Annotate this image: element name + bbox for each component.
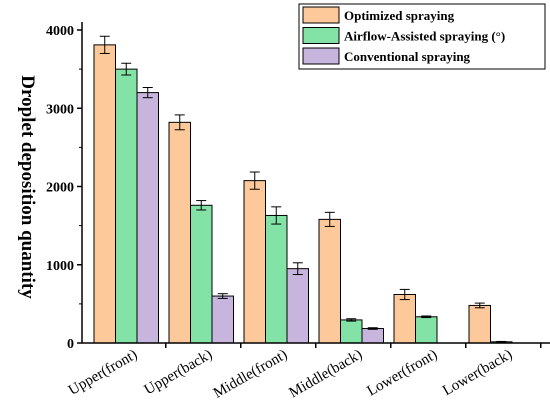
y-ticks: 0 1000 2000 3000 4000: [46, 24, 82, 352]
error-bars-layer: [99, 35, 507, 343]
y-tick-label: 3000: [46, 102, 74, 117]
error-bar: [121, 62, 132, 76]
error-bar: [142, 87, 153, 99]
error-bar: [399, 288, 410, 301]
error-bar: [474, 302, 485, 309]
legend-label: Optimized spraying: [344, 8, 455, 23]
bar: [468, 304, 491, 344]
bar: [243, 180, 266, 344]
legend-box: [298, 3, 546, 70]
bar: [318, 218, 341, 344]
bar: [136, 92, 159, 344]
legend-swatch: [302, 6, 340, 24]
y-tick-label: 2000: [46, 181, 74, 196]
error-bar: [217, 293, 228, 299]
x-tick-label: Upper(back): [142, 347, 216, 399]
error-bar: [346, 318, 357, 322]
error-bar: [421, 315, 432, 319]
x-tick-label: Lower(front): [364, 347, 440, 400]
bar: [211, 295, 234, 344]
legend-label: Airflow-Assisted spraying (°): [344, 29, 505, 44]
x-tick-label: Upper(front): [66, 347, 140, 399]
legend-label: Conventional spraying: [344, 49, 471, 64]
error-bar: [367, 327, 378, 330]
error-bar: [324, 211, 335, 227]
bar: [115, 68, 138, 344]
x-tick-label: Middle(back): [287, 347, 366, 402]
axes-layer: [81, 22, 550, 344]
x-tick-label: Lower(back): [440, 347, 515, 400]
error-bar: [496, 340, 507, 343]
error-bar: [249, 171, 260, 190]
bar: [265, 214, 288, 344]
bar: [168, 121, 191, 344]
bar: [415, 316, 438, 344]
error-bar: [271, 206, 282, 225]
error-bar: [174, 114, 185, 131]
x-ticks: Upper(front) Upper(back)Middle(front)Midd…: [66, 343, 542, 402]
error-bar: [99, 35, 110, 54]
legend-item: Conventional spraying: [302, 47, 471, 65]
y-tick-label: 1000: [46, 259, 74, 274]
bar: [361, 328, 384, 344]
x-tick-label: Middle(front): [211, 347, 290, 402]
legend: Optimized spraying Airflow-Assisted spray…: [298, 3, 546, 70]
y-tick-label: 4000: [46, 24, 74, 39]
y-axis-title: Droplet deposition quantity: [17, 75, 38, 299]
legend-item: Optimized spraying: [302, 6, 455, 24]
bars-layer: [93, 44, 513, 344]
bar: [93, 44, 116, 344]
legend-swatch: [302, 47, 340, 65]
error-bar: [196, 200, 207, 211]
bar: [286, 268, 309, 344]
legend-item: Airflow-Assisted spraying (°): [302, 27, 505, 44]
bar: [393, 293, 416, 344]
y-tick-label: 0: [67, 337, 74, 352]
bar: [340, 319, 363, 344]
error-bar: [292, 262, 303, 276]
bar: [190, 204, 213, 344]
legend-swatch: [302, 27, 340, 44]
